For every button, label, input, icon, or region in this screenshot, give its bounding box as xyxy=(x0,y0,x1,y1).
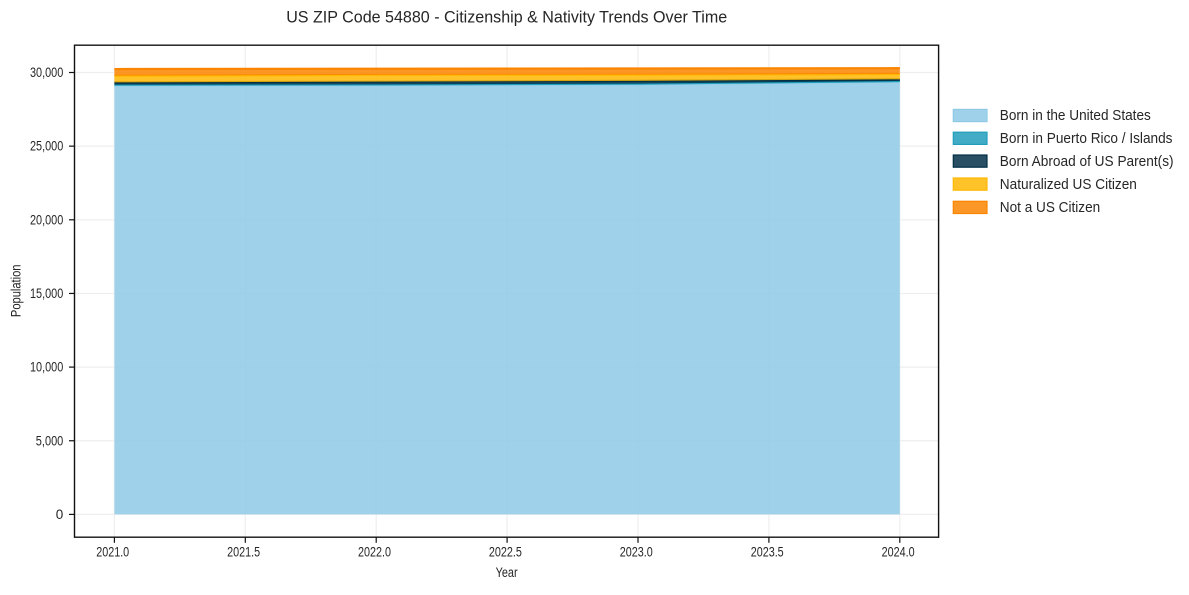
svg-text:10,000: 10,000 xyxy=(30,360,63,375)
svg-text:2021.5: 2021.5 xyxy=(227,545,260,560)
svg-text:0: 0 xyxy=(56,507,64,522)
svg-text:2024.0: 2024.0 xyxy=(882,545,915,560)
svg-text:Born in the United States: Born in the United States xyxy=(1000,107,1151,124)
svg-text:2023.0: 2023.0 xyxy=(620,545,653,560)
svg-text:2022.5: 2022.5 xyxy=(489,545,522,560)
svg-text:Born Abroad of US Parent(s): Born Abroad of US Parent(s) xyxy=(1000,153,1174,170)
svg-text:25,000: 25,000 xyxy=(30,139,63,154)
svg-text:Naturalized US Citizen: Naturalized US Citizen xyxy=(1000,176,1137,193)
svg-text:US ZIP Code 54880 - Citizenshi: US ZIP Code 54880 - Citizenship & Nativi… xyxy=(286,9,727,27)
svg-text:Not a US Citizen: Not a US Citizen xyxy=(1000,199,1100,216)
svg-text:2023.5: 2023.5 xyxy=(751,545,784,560)
svg-text:2022.0: 2022.0 xyxy=(358,545,391,560)
svg-text:15,000: 15,000 xyxy=(30,286,63,301)
svg-text:30,000: 30,000 xyxy=(30,65,63,80)
svg-text:Born in Puerto Rico / Islands: Born in Puerto Rico / Islands xyxy=(1000,130,1173,147)
svg-text:5,000: 5,000 xyxy=(36,433,64,448)
svg-text:20,000: 20,000 xyxy=(30,212,63,227)
svg-text:2021.0: 2021.0 xyxy=(96,545,129,560)
svg-text:Population: Population xyxy=(9,265,25,318)
svg-text:Year: Year xyxy=(496,565,518,581)
